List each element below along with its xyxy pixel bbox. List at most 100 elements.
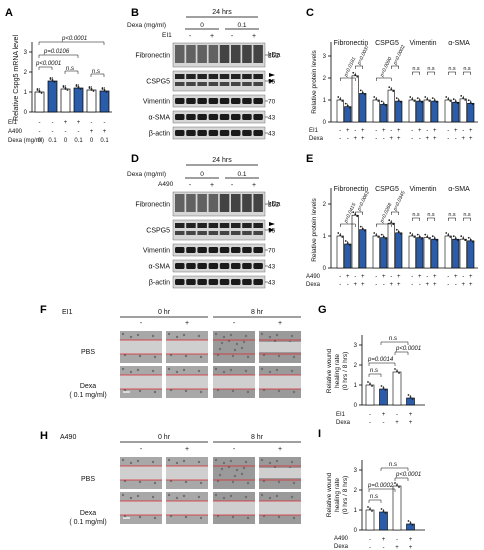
c-bar-0-2-dot (356, 75, 359, 78)
d-band (231, 247, 241, 253)
c-bar-3-1-dot (454, 100, 457, 103)
d-band (208, 194, 219, 212)
c-bar-2-1-dot (418, 99, 421, 101)
a-condition-rows: - - 0 - - 0.1 + - 0 + - 0.1 - +0 - +0.1 (38, 120, 110, 144)
d-band (186, 223, 196, 228)
a-bar-2-dot (62, 86, 65, 88)
e-pval-1: p=0.0063 (356, 190, 371, 213)
h-cell (151, 495, 155, 499)
f-cell (229, 333, 233, 337)
i-ns2: n.s (389, 462, 397, 468)
d-band (175, 279, 185, 285)
b-band (197, 82, 207, 86)
i-bar-0-dot (369, 508, 371, 510)
d-band (242, 263, 252, 269)
c-row1-0-0: - (339, 128, 341, 134)
e-bar-1-1-dot (382, 235, 385, 238)
c-bars (336, 71, 475, 123)
e-bar-3-3-dot (467, 236, 470, 239)
g-row1-3: + (409, 412, 413, 418)
d-band (186, 247, 196, 253)
d-band (208, 231, 219, 235)
f-cell (275, 333, 279, 337)
a-row1-val-3: + (77, 120, 81, 126)
e-bar-1-2-dot (388, 219, 391, 222)
i-row1-label: A490 (334, 536, 349, 542)
a-row2-val-1: - (52, 129, 54, 135)
h-sign-0: - (140, 446, 143, 453)
h-cell (136, 494, 140, 498)
a-bracket-ns2 (90, 73, 105, 77)
f-cell (235, 342, 239, 346)
f-cell (138, 354, 142, 358)
i-ylabel-c: (0 hrs / 8 hrs) (342, 476, 349, 515)
panel-b: B 24 hrs Dexa (mg/ml) 0 0.1 EI1 kDa - + - +… (127, 7, 281, 140)
i-bracket-p1 (368, 488, 396, 492)
e-group-1: CSPG5 (375, 186, 399, 193)
f-sign-0: - (140, 320, 143, 327)
h-cell (214, 493, 218, 497)
f-wound-gap (166, 375, 208, 389)
e-bar-1-0-dot (375, 234, 378, 236)
f-wound-gap (166, 340, 208, 354)
e-bar-2-3-dot (433, 237, 436, 240)
c-row2-3-3: + (469, 136, 473, 142)
g-row1-2: - (396, 412, 398, 418)
a-bar-3 (73, 87, 84, 113)
g-bracket-ns2 (380, 341, 409, 345)
c-ns-bracket-3-b (463, 71, 471, 75)
d-arrow-2 (269, 228, 275, 232)
e-bar-2-2-dot (424, 233, 427, 236)
d-band (208, 263, 219, 269)
c-bar-3-2-dot (460, 95, 463, 97)
g-ns2: n.s (389, 336, 397, 342)
g-row2-0: - (369, 420, 371, 426)
g-bracket-p2 (394, 351, 409, 355)
c-bar-3-0 (444, 99, 452, 123)
e-row1-3-2: - (462, 274, 464, 280)
d-band (253, 194, 263, 212)
a-bar-2 (60, 88, 71, 113)
h-cell (199, 481, 203, 485)
c-bar-2-1-dot (416, 97, 419, 99)
e-ns-3-b: n.s (463, 212, 471, 218)
e-y-ticks: 0 1 2 (323, 202, 331, 272)
g-row1-label: EI1 (336, 412, 346, 418)
e-bar-2-0-dot (413, 236, 416, 238)
d-band (253, 279, 263, 285)
f-row2-b: ( 0.1 mg/ml) (69, 392, 106, 399)
e-bar-0-0 (336, 235, 344, 269)
a-bar-5-dot (101, 88, 104, 90)
e-bar-3-3 (467, 240, 475, 269)
a-row3-val-3: 0.1 (74, 138, 83, 144)
f-cell (275, 368, 279, 372)
c-row1-3-1: + (454, 128, 458, 134)
f-sign-2: - (233, 320, 236, 327)
e-bars (336, 211, 475, 269)
panel-d: D 24 hrs Dexa (mg/ml) 0 0.1 A490 kDa - + -… (127, 153, 281, 289)
c-bar-2-2-dot (424, 96, 427, 98)
h-cell (242, 466, 246, 470)
c-bar-0-2-dot (354, 73, 357, 76)
d-time: 24 hrs (212, 157, 232, 164)
b-dexa-label: Dexa (mg/ml) (127, 22, 166, 29)
e-ns-2-b: n.s (427, 212, 435, 218)
b-band (253, 74, 263, 79)
a-p1: p<0.0001 (35, 61, 61, 67)
g-bar-3-dot (409, 396, 412, 398)
c-row2-2-0: - (411, 136, 413, 142)
f-cell (184, 354, 188, 358)
h-cell (292, 481, 296, 485)
c-ns-bracket-2-a (412, 71, 420, 75)
a-row1-label: EI1 (8, 120, 18, 126)
h-sign-2: - (233, 446, 236, 453)
b-band (208, 114, 219, 120)
c-bar-2-0-dot (411, 98, 414, 100)
h-cell (231, 515, 235, 519)
f-cell (153, 355, 157, 359)
a-row3-val-2: 0 (64, 138, 68, 144)
e-bar-3-0 (444, 235, 452, 269)
c-bar-3-1-dot (452, 98, 455, 101)
e-bar-2-1-dot (416, 233, 419, 236)
